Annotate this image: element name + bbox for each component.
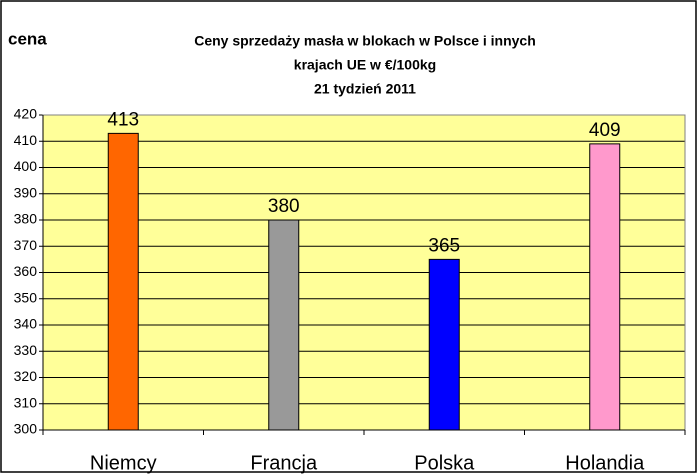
- data-label: 413: [107, 109, 139, 130]
- y-tick-label: 320: [14, 368, 38, 384]
- x-tick-label: Francja: [250, 452, 318, 474]
- y-tick-label: 310: [14, 394, 38, 410]
- y-tick-label: 300: [14, 421, 38, 437]
- y-tick-label: 380: [14, 211, 38, 227]
- x-tick-label: Niemcy: [90, 452, 157, 474]
- y-tick-label: 350: [14, 289, 38, 305]
- y-tick-label: 420: [14, 106, 38, 122]
- y-axis-label: cena: [8, 29, 47, 48]
- chart-title: Ceny sprzedaży masła w blokach w Polsce …: [194, 33, 536, 49]
- data-label: 365: [428, 235, 460, 256]
- y-tick-label: 340: [14, 316, 38, 332]
- bar: [589, 143, 621, 431]
- y-tick-label: 390: [14, 184, 38, 200]
- x-tick-label: Polska: [414, 452, 475, 474]
- y-tick-label: 370: [14, 237, 38, 253]
- y-tick-label: 360: [14, 263, 38, 279]
- y-tick-label: 400: [14, 158, 38, 174]
- bar: [428, 258, 460, 431]
- bar: [107, 132, 139, 431]
- x-tick-label: Holandia: [565, 452, 645, 474]
- y-tick-label: 410: [14, 132, 38, 148]
- data-label: 380: [268, 196, 300, 217]
- chart-title: krajach UE w €/100kg: [294, 57, 436, 73]
- bar: [268, 219, 300, 431]
- chart-title: 21 tydzień 2011: [314, 81, 416, 97]
- y-tick-label: 330: [14, 342, 38, 358]
- data-label: 409: [589, 120, 621, 141]
